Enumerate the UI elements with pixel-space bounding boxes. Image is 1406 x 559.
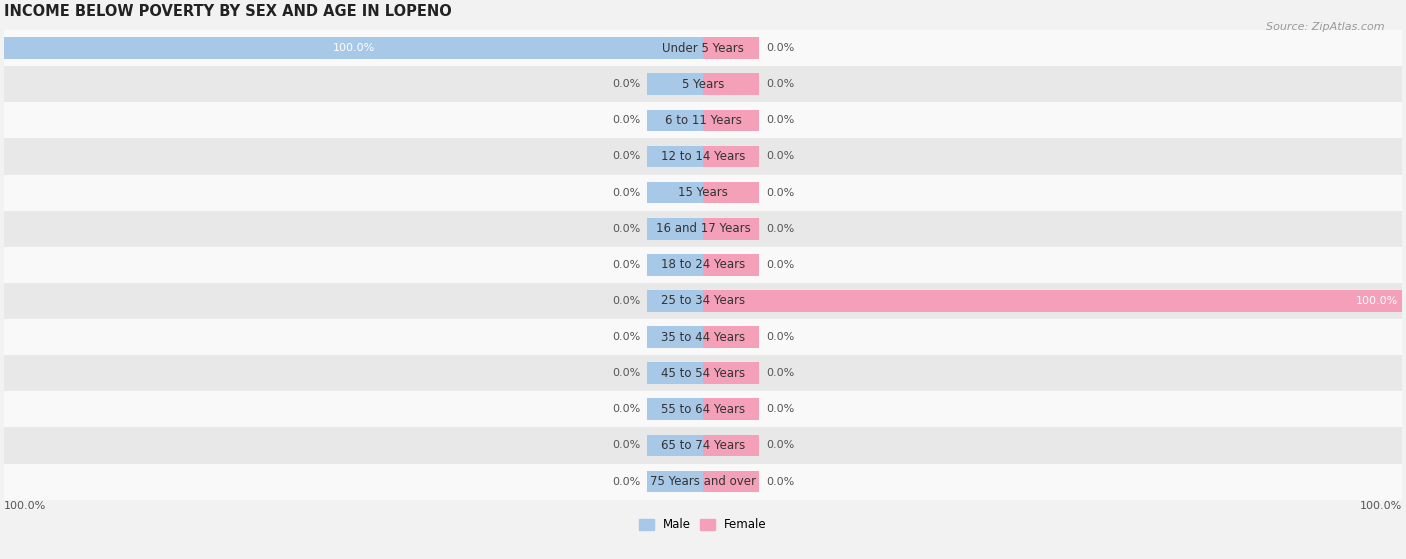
Text: 0.0%: 0.0%	[766, 224, 794, 234]
Text: 0.0%: 0.0%	[612, 79, 640, 89]
Text: 0.0%: 0.0%	[612, 296, 640, 306]
Text: 5 Years: 5 Years	[682, 78, 724, 91]
Text: 0.0%: 0.0%	[612, 115, 640, 125]
Text: 100.0%: 100.0%	[332, 43, 375, 53]
Text: 0.0%: 0.0%	[612, 440, 640, 451]
Text: 0.0%: 0.0%	[612, 477, 640, 486]
Bar	[4, 463, 1402, 500]
Bar	[703, 146, 759, 167]
Bar	[4, 283, 1402, 319]
Bar	[647, 73, 703, 95]
Bar	[703, 218, 759, 240]
Text: 100.0%: 100.0%	[1357, 296, 1399, 306]
Bar	[647, 218, 703, 240]
Text: 75 Years and over: 75 Years and over	[650, 475, 756, 488]
Bar	[703, 110, 759, 131]
Text: 18 to 24 Years: 18 to 24 Years	[661, 258, 745, 271]
Bar	[703, 37, 759, 59]
Bar	[4, 247, 1402, 283]
Bar	[703, 399, 759, 420]
Bar	[647, 254, 703, 276]
Text: 0.0%: 0.0%	[766, 477, 794, 486]
Bar	[4, 174, 1402, 211]
Bar	[703, 434, 759, 456]
Text: 12 to 14 Years: 12 to 14 Years	[661, 150, 745, 163]
Text: 0.0%: 0.0%	[766, 79, 794, 89]
Bar	[4, 211, 1402, 247]
Text: Under 5 Years: Under 5 Years	[662, 41, 744, 55]
Bar	[647, 399, 703, 420]
Bar	[647, 110, 703, 131]
Bar	[647, 290, 703, 312]
Bar	[4, 319, 1402, 355]
Text: 0.0%: 0.0%	[766, 260, 794, 270]
Text: 0.0%: 0.0%	[766, 188, 794, 197]
Text: 65 to 74 Years: 65 to 74 Years	[661, 439, 745, 452]
Text: 45 to 54 Years: 45 to 54 Years	[661, 367, 745, 380]
Text: 0.0%: 0.0%	[766, 368, 794, 378]
Bar	[647, 146, 703, 167]
Text: 0.0%: 0.0%	[766, 404, 794, 414]
Bar	[647, 434, 703, 456]
Bar	[4, 428, 1402, 463]
Bar	[4, 139, 1402, 174]
Text: Source: ZipAtlas.com: Source: ZipAtlas.com	[1267, 22, 1385, 32]
Text: 0.0%: 0.0%	[766, 115, 794, 125]
Text: 0.0%: 0.0%	[612, 188, 640, 197]
Bar	[647, 182, 703, 203]
Bar	[4, 30, 1402, 66]
Text: 16 and 17 Years: 16 and 17 Years	[655, 222, 751, 235]
Text: INCOME BELOW POVERTY BY SEX AND AGE IN LOPENO: INCOME BELOW POVERTY BY SEX AND AGE IN L…	[4, 4, 451, 19]
Text: 0.0%: 0.0%	[612, 151, 640, 162]
Text: 55 to 64 Years: 55 to 64 Years	[661, 403, 745, 416]
Text: 100.0%: 100.0%	[1360, 501, 1402, 511]
Text: 100.0%: 100.0%	[4, 501, 46, 511]
Text: 0.0%: 0.0%	[766, 332, 794, 342]
Bar	[4, 355, 1402, 391]
Bar	[703, 73, 759, 95]
Text: 0.0%: 0.0%	[612, 260, 640, 270]
Text: 6 to 11 Years: 6 to 11 Years	[665, 114, 741, 127]
Text: 0.0%: 0.0%	[766, 43, 794, 53]
Bar	[703, 471, 759, 492]
Text: 35 to 44 Years: 35 to 44 Years	[661, 330, 745, 344]
Bar	[4, 37, 703, 59]
Bar	[647, 362, 703, 384]
Bar	[647, 471, 703, 492]
Text: 0.0%: 0.0%	[612, 404, 640, 414]
Bar	[703, 254, 759, 276]
Text: 0.0%: 0.0%	[766, 440, 794, 451]
Bar	[703, 182, 759, 203]
Text: 0.0%: 0.0%	[766, 151, 794, 162]
Text: 0.0%: 0.0%	[612, 332, 640, 342]
Bar	[703, 326, 759, 348]
Bar	[4, 66, 1402, 102]
Bar	[4, 102, 1402, 139]
Legend: Male, Female: Male, Female	[634, 514, 772, 536]
Text: 25 to 34 Years: 25 to 34 Years	[661, 295, 745, 307]
Text: 0.0%: 0.0%	[612, 368, 640, 378]
Text: 15 Years: 15 Years	[678, 186, 728, 199]
Bar	[647, 326, 703, 348]
Bar	[703, 290, 1402, 312]
Bar	[703, 362, 759, 384]
Text: 0.0%: 0.0%	[612, 224, 640, 234]
Bar	[4, 391, 1402, 428]
